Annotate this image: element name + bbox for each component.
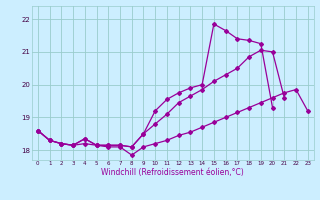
X-axis label: Windchill (Refroidissement éolien,°C): Windchill (Refroidissement éolien,°C) [101,168,244,177]
